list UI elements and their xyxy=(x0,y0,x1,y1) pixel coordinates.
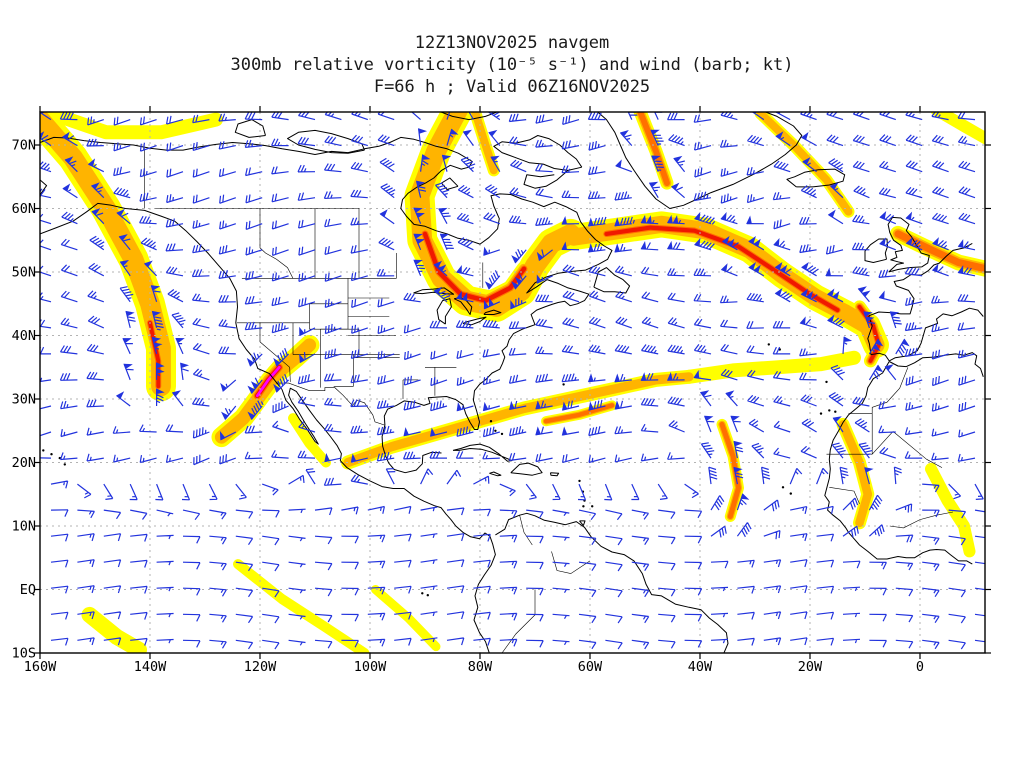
chart-title-field: 300mb relative vorticity (10⁻⁵ s⁻¹) and … xyxy=(230,55,794,75)
wind-barbs-layer xyxy=(40,112,985,650)
lat-tick-label: 50N xyxy=(12,265,36,281)
lat-tick-label: 10N xyxy=(12,519,36,535)
lon-tick-label: 100W xyxy=(354,659,387,675)
lat-tick-label: 10S xyxy=(12,646,36,662)
map-layers xyxy=(40,112,985,653)
lon-tick-label: 80W xyxy=(468,659,493,675)
lon-tick-label: 40W xyxy=(688,659,713,675)
lat-tick-label: 70N xyxy=(12,138,36,154)
chart-title-model-run: 12Z13NOV2025 navgem xyxy=(414,33,610,53)
lon-tick-label: 0 xyxy=(916,659,924,675)
lat-tick-label: EQ xyxy=(20,582,36,598)
lon-tick-label: 140W xyxy=(134,659,167,675)
lat-tick-label: 60N xyxy=(12,201,36,217)
lon-tick-label: 60W xyxy=(578,659,603,675)
plot-frame xyxy=(39,111,986,654)
lat-tick-label: 20N xyxy=(12,455,36,471)
lon-tick-label: 20W xyxy=(798,659,823,675)
lon-tick-label: 120W xyxy=(244,659,277,675)
tick-marks xyxy=(34,106,991,659)
coastline-layer xyxy=(40,112,984,653)
chart-title-valid: F=66 h ; Valid 06Z16NOV2025 xyxy=(373,77,651,97)
lat-tick-label: 40N xyxy=(12,328,36,344)
lat-tick-label: 30N xyxy=(12,392,36,408)
lon-tick-label: 160W xyxy=(24,659,57,675)
